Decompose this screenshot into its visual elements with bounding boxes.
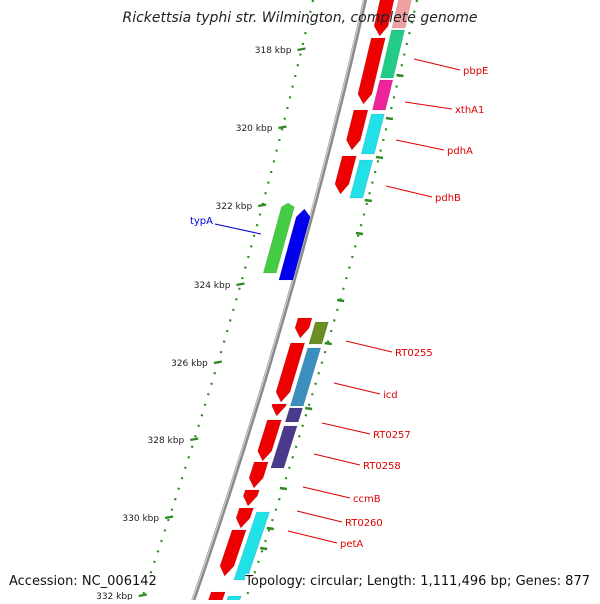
gene-label-rt0257: RT0257 bbox=[373, 430, 411, 441]
gc-tick bbox=[364, 198, 372, 203]
cog-block bbox=[225, 595, 242, 604]
scale-tick-label: 318 kbp bbox=[255, 46, 292, 56]
scale-tick bbox=[297, 47, 306, 52]
cds-arrow bbox=[242, 489, 260, 507]
accession-info: Accession: NC_006142 bbox=[9, 574, 157, 589]
cds-arrow bbox=[275, 342, 306, 403]
cog-block bbox=[349, 159, 374, 199]
scale-tick bbox=[164, 515, 174, 520]
scale-tick bbox=[278, 125, 287, 130]
typA-cog-block bbox=[262, 202, 295, 274]
gene-label-rt0258: RT0258 bbox=[363, 461, 401, 472]
cds-arrow bbox=[294, 317, 313, 339]
scale-tick bbox=[257, 203, 267, 208]
gc-tick bbox=[259, 546, 268, 551]
length-value: 1,111,496 bp bbox=[420, 574, 508, 589]
gene-label-leader bbox=[214, 223, 262, 235]
topology-label: Topology: bbox=[245, 574, 307, 589]
typA-cds-arrow bbox=[278, 208, 311, 281]
gc-tick bbox=[385, 116, 394, 121]
gene-label-leader bbox=[345, 340, 393, 353]
cog-block bbox=[360, 113, 385, 155]
scale-tick-label: 320 kbp bbox=[236, 124, 273, 134]
backbone-line bbox=[191, 0, 367, 602]
backbone-highlight bbox=[191, 0, 365, 601]
gc-tick bbox=[279, 486, 288, 491]
gc-tick bbox=[355, 231, 364, 236]
scale-tick-label: 332 kbp bbox=[96, 592, 133, 600]
cog-block bbox=[379, 29, 405, 79]
cog-block bbox=[308, 321, 329, 345]
cog-block bbox=[270, 425, 298, 469]
genome-stats: Topology: circular; Length: 1,111,496 bp… bbox=[245, 574, 590, 589]
gene-label-leader bbox=[413, 58, 461, 71]
gc-tick bbox=[337, 298, 345, 303]
gene-label-leader bbox=[395, 139, 445, 151]
cog-block bbox=[391, 0, 412, 29]
map-title: Rickettsia typhi str. Wilmington, comple… bbox=[122, 10, 478, 26]
gc-tick bbox=[375, 155, 384, 160]
cds-arrow bbox=[219, 529, 247, 577]
gene-label-typa: typA bbox=[190, 216, 213, 227]
gene-label-icd: icd bbox=[383, 390, 398, 401]
cog-block bbox=[284, 407, 304, 423]
scale-tick-label: 328 kbp bbox=[148, 436, 185, 446]
gc-tick bbox=[266, 526, 274, 531]
cds-arrow bbox=[373, 0, 395, 37]
gene-label-ccmb: ccmB bbox=[353, 494, 381, 505]
scale-tick-label: 322 kbp bbox=[216, 202, 253, 212]
gene-label-pbpe: pbpE bbox=[463, 66, 488, 77]
scale-tick bbox=[138, 593, 148, 598]
gene-label-leader bbox=[333, 382, 381, 395]
gene-label-leader bbox=[321, 422, 371, 435]
gene-label-leader bbox=[287, 530, 338, 544]
length-label: Length: bbox=[366, 574, 417, 589]
scale-tick bbox=[236, 282, 245, 287]
cog-block bbox=[372, 79, 394, 111]
gc-dotted-line bbox=[244, 0, 419, 601]
cds-arrow bbox=[271, 403, 287, 417]
gene-label-leader bbox=[302, 486, 351, 499]
gc-tick bbox=[324, 341, 332, 346]
gene-label-xtha1: xthA1 bbox=[455, 105, 484, 116]
cds-arrow bbox=[357, 37, 386, 105]
scale-tick-label: 326 kbp bbox=[171, 359, 208, 369]
scale-tick-label: 330 kbp bbox=[122, 514, 159, 524]
gene-label-pdha: pdhA bbox=[447, 146, 473, 157]
scale-tick bbox=[213, 360, 223, 365]
gc-tick bbox=[396, 73, 404, 78]
cds-arrow bbox=[207, 591, 226, 604]
gene-label-leader bbox=[404, 101, 453, 110]
cds-arrow bbox=[334, 155, 357, 195]
cds-arrow bbox=[248, 461, 269, 489]
genes-value: 877 bbox=[565, 574, 590, 589]
gene-label-leader bbox=[313, 453, 361, 466]
gene-label-leader bbox=[385, 185, 433, 198]
gene-label-peta: petA bbox=[340, 539, 363, 550]
cds-arrow bbox=[235, 507, 254, 529]
accession-label: Accession: bbox=[9, 574, 78, 589]
cds-arrow bbox=[257, 419, 282, 462]
gene-label-rt0260: RT0260 bbox=[345, 518, 383, 529]
genes-label: Genes: bbox=[515, 574, 562, 589]
gene-label-rt0255: RT0255 bbox=[395, 348, 433, 359]
scale-dotted-line bbox=[140, 0, 315, 601]
scale-tick-label: 324 kbp bbox=[194, 281, 231, 291]
topology-value: circular bbox=[310, 574, 359, 589]
gene-label-leader bbox=[296, 510, 343, 523]
cog-block bbox=[289, 347, 322, 407]
scale-tick bbox=[189, 437, 199, 442]
cds-arrow bbox=[346, 109, 369, 151]
gene-label-pdhb: pdhB bbox=[435, 193, 461, 204]
gc-tick bbox=[304, 406, 313, 411]
accession-value: NC_006142 bbox=[81, 574, 157, 589]
